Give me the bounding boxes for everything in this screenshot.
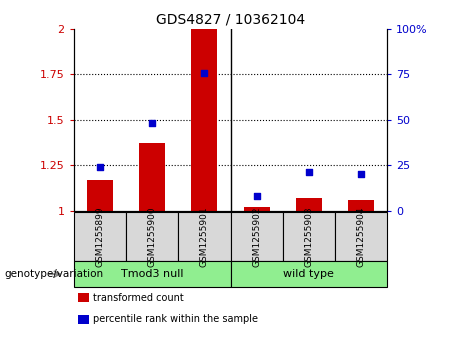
Point — [305, 170, 313, 175]
Point — [253, 193, 260, 199]
Bar — [296, 198, 322, 211]
Point — [357, 171, 365, 177]
Text: GSM1255900: GSM1255900 — [148, 207, 157, 267]
Text: GSM1255902: GSM1255902 — [252, 207, 261, 267]
Text: transformed count: transformed count — [93, 293, 184, 303]
Title: GDS4827 / 10362104: GDS4827 / 10362104 — [156, 12, 305, 26]
Point — [148, 121, 156, 126]
Bar — [139, 143, 165, 211]
Bar — [191, 29, 218, 211]
Point — [96, 164, 104, 170]
Text: GSM1255901: GSM1255901 — [200, 207, 209, 267]
Bar — [243, 207, 270, 211]
Bar — [87, 180, 113, 211]
Bar — [348, 200, 374, 211]
Text: GSM1255899: GSM1255899 — [95, 207, 104, 267]
Text: wild type: wild type — [284, 269, 334, 279]
Text: GSM1255904: GSM1255904 — [357, 207, 366, 267]
Point — [201, 70, 208, 76]
Text: Tmod3 null: Tmod3 null — [121, 269, 183, 279]
Text: GSM1255903: GSM1255903 — [304, 207, 313, 267]
Text: genotype/variation: genotype/variation — [5, 269, 104, 279]
Text: percentile rank within the sample: percentile rank within the sample — [93, 314, 258, 325]
